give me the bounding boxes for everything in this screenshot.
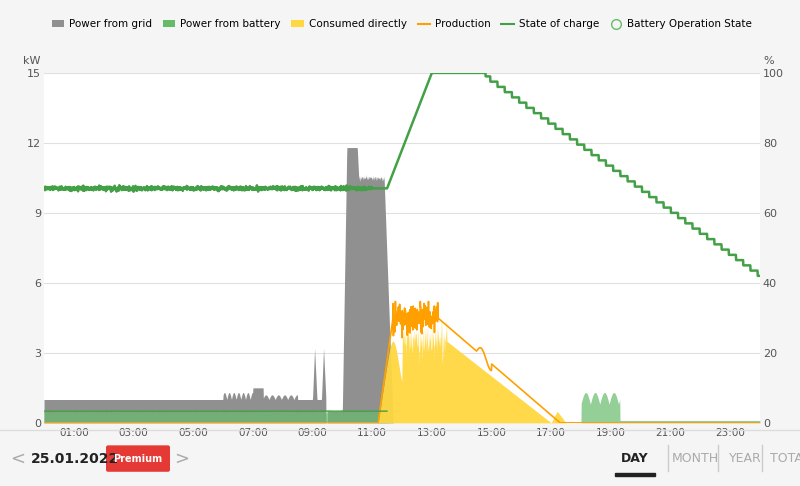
Bar [615, 473, 655, 476]
Text: YEAR: YEAR [729, 452, 762, 465]
Text: 25.01.2022: 25.01.2022 [31, 451, 119, 466]
Text: Premium: Premium [114, 453, 162, 464]
Text: DAY: DAY [621, 452, 649, 465]
FancyBboxPatch shape [106, 445, 170, 472]
Text: <: < [10, 450, 26, 468]
Text: %: % [763, 56, 774, 66]
Text: kW: kW [23, 56, 41, 66]
Legend: Power from grid, Power from battery, Consumed directly, Production, State of cha: Power from grid, Power from battery, Con… [47, 15, 757, 34]
Text: >: > [174, 450, 190, 468]
Text: MONTH: MONTH [671, 452, 718, 465]
Text: TOTAL: TOTAL [770, 452, 800, 465]
